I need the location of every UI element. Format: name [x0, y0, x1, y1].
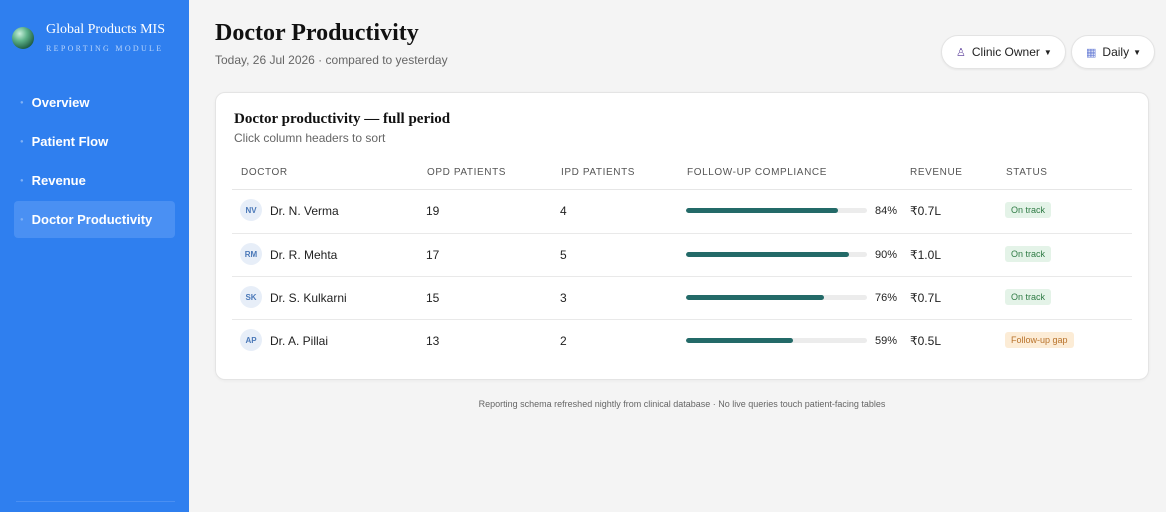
period-label: Daily	[1102, 45, 1130, 59]
compliance-bar	[686, 338, 867, 343]
chevron-down-icon: ▼	[1133, 47, 1141, 57]
revenue-value: ₹1.0L	[910, 248, 941, 262]
ipd-count: 2	[560, 334, 567, 348]
doctor-name: Dr. N. Verma	[270, 204, 339, 218]
table-row: SK Dr. S. Kulkarni 15 3 76% ₹0.7L On tra…	[232, 276, 1132, 319]
productivity-card: Doctor productivity — full period Click …	[215, 92, 1149, 380]
user-icon: ♙	[956, 46, 966, 59]
chevron-down-icon: ▼	[1043, 47, 1052, 57]
compliance-bar-fill	[686, 338, 793, 343]
card-hint: Click column headers to sort	[234, 131, 386, 145]
opd-count: 15	[426, 291, 440, 305]
revenue-value: ₹0.7L	[910, 204, 941, 218]
compliance-bar	[686, 295, 867, 300]
revenue-value: ₹0.5L	[910, 334, 941, 348]
table-row: AP Dr. A. Pillai 13 2 59% ₹0.5L Follow-u…	[232, 319, 1132, 362]
bullet-icon: ●	[20, 138, 24, 145]
column-header-revenue[interactable]: REVENUE	[910, 167, 963, 178]
compliance-bar	[686, 252, 867, 257]
bullet-icon: ●	[20, 99, 24, 106]
compliance-bar-fill	[686, 208, 839, 213]
main-content: Doctor Productivity Today, 26 Jul 2026 ·…	[189, 0, 1166, 512]
sidebar-nav: ● Overview ● Patient Flow ● Revenue ● Do…	[14, 84, 175, 240]
sidebar: Global Products MIS REPORTING MODULE ● O…	[0, 0, 189, 512]
compliance-bar	[686, 208, 867, 213]
status-badge: On track	[1005, 289, 1052, 305]
column-header-doctor[interactable]: DOCTOR	[241, 167, 288, 178]
role-selector[interactable]: ♙ Clinic Owner ▼	[941, 35, 1066, 69]
calendar-icon: ▦	[1086, 46, 1097, 59]
sidebar-item-label: Doctor Productivity	[31, 212, 153, 227]
period-selector[interactable]: ▦ Daily ▼	[1071, 35, 1155, 69]
compliance-percent: 90%	[875, 249, 898, 261]
ipd-count: 3	[560, 291, 567, 305]
opd-count: 17	[426, 248, 440, 262]
avatar: RM	[240, 243, 262, 265]
table-row: NV Dr. N. Verma 19 4 84% ₹0.7L On track	[232, 190, 1132, 233]
status-badge: On track	[1005, 246, 1052, 262]
doctor-name: Dr. A. Pillai	[270, 334, 329, 348]
bullet-icon: ●	[20, 216, 24, 223]
column-header-opd-patients[interactable]: OPD PATIENTS	[427, 167, 507, 178]
globe-logo-icon	[12, 27, 34, 49]
revenue-value: ₹0.7L	[910, 291, 941, 305]
compliance-percent: 76%	[875, 292, 898, 304]
bullet-icon: ●	[20, 177, 24, 184]
doctor-name: Dr. S. Kulkarni	[270, 291, 347, 305]
sidebar-item-label: Overview	[31, 95, 90, 110]
opd-count: 19	[426, 204, 440, 218]
status-badge: Follow-up gap	[1005, 332, 1074, 348]
compliance-bar-fill	[686, 295, 824, 300]
brand-subtitle: REPORTING MODULE	[46, 44, 164, 53]
sidebar-item-label: Revenue	[31, 173, 86, 188]
sidebar-item-label: Patient Flow	[31, 134, 109, 149]
brand-title: Global Products MIS	[46, 22, 165, 37]
compliance-bar-fill	[686, 252, 849, 257]
sidebar-divider	[16, 501, 175, 502]
column-header-follow-up-compliance[interactable]: FOLLOW-UP COMPLIANCE	[687, 167, 827, 178]
page-title: Doctor Productivity	[215, 20, 419, 46]
header-divider	[232, 189, 1132, 190]
role-label: Clinic Owner	[971, 45, 1040, 59]
status-badge: On track	[1005, 202, 1052, 218]
sidebar-item-overview[interactable]: ● Overview	[14, 84, 175, 121]
ipd-count: 4	[560, 204, 567, 218]
column-header-ipd-patients[interactable]: IPD PATIENTS	[561, 167, 636, 178]
avatar: AP	[240, 329, 262, 351]
sidebar-item-revenue[interactable]: ● Revenue	[14, 162, 175, 199]
sidebar-item-patient-flow[interactable]: ● Patient Flow	[14, 123, 175, 160]
table-row: RM Dr. R. Mehta 17 5 90% ₹1.0L On track	[232, 233, 1132, 276]
sidebar-item-doctor-productivity[interactable]: ● Doctor Productivity	[14, 201, 175, 238]
doctor-name: Dr. R. Mehta	[270, 248, 338, 262]
card-title: Doctor productivity — full period	[234, 111, 451, 127]
avatar: SK	[240, 286, 262, 308]
column-header-status[interactable]: STATUS	[1006, 167, 1048, 178]
page-subtitle: Today, 26 Jul 2026 · compared to yesterd…	[215, 53, 448, 67]
compliance-percent: 84%	[875, 205, 898, 217]
opd-count: 13	[426, 334, 440, 348]
footer-note: Reporting schema refreshed nightly from …	[478, 399, 886, 409]
avatar: NV	[240, 199, 262, 221]
compliance-percent: 59%	[875, 335, 898, 347]
brand: Global Products MIS REPORTING MODULE	[12, 22, 165, 53]
ipd-count: 5	[560, 248, 567, 262]
